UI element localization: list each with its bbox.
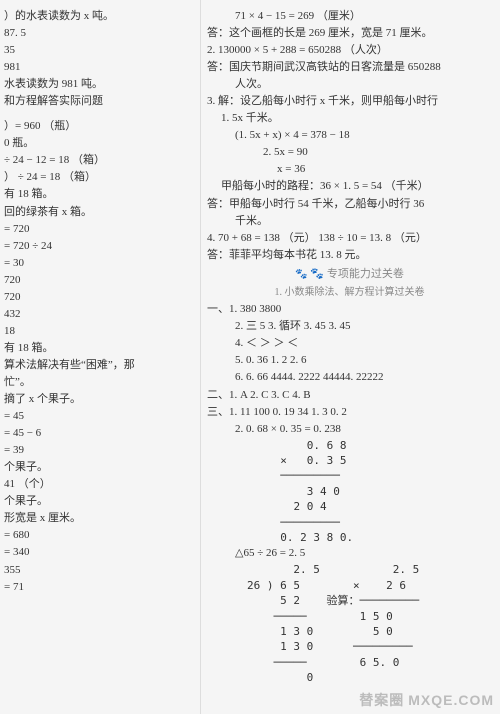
text-line: 4. ＜ ＞ ＞ ＜ [207,335,492,352]
text-line: 355 [4,562,194,579]
text-line: 2. 三 5 3. 循环 3. 45 3. 45 [207,318,492,335]
text-line: = 45 [4,408,194,425]
text-line: 0 瓶。 [4,135,194,152]
text-line: = 30 [4,255,194,272]
watermark-cn: 替案圈 [359,690,404,710]
answer-line: 答：国庆节期间武汉高铁站的日客流量是 650288 [207,59,492,76]
text-line: 4. 70 + 68 = 138 （元） 138 ÷ 10 = 13. 8 （元… [207,230,492,247]
answer-line: 答：这个画框的长是 269 厘米，宽是 71 厘米。 [207,25,492,42]
text-line: 87. 5 [4,25,194,42]
text-line: 千米。 [207,213,492,230]
text-line: 一、1. 380 3800 [207,301,492,318]
text-line: 2. 130000 × 5 + 288 = 650288 （人次） [207,42,492,59]
page-root: ）的水表读数为 x 吨。 87. 5 35 981 水表读数为 981 吨。 和… [0,0,500,714]
spacer [4,110,194,118]
text-line: 3. 解：设乙船每小时行 x 千米，则甲船每小时行 [207,93,492,110]
text-line: 摘了 x 个果子。 [4,391,194,408]
text-line: = 71 [4,579,194,596]
calc-divide-verify: 2. 5 2. 5 26 ) 6 5 × 2 6 5 2 验算：────────… [207,562,492,685]
text-line: 432 [4,306,194,323]
calc-multiply: 0. 6 8 × 0. 3 5 ───────── 3 4 0 2 0 4 ──… [207,438,492,546]
section-title-text: 🐾 专项能力过关卷 [310,268,403,280]
right-column: 71 × 4 − 15 = 269 （厘米） 答：这个画框的长是 269 厘米，… [200,0,500,714]
text-line: ）的水表读数为 x 吨。 [4,8,194,25]
section-title: 🐾 🐾 专项能力过关卷 [207,266,492,284]
text-line: ÷ 24 − 12 = 18 （箱） [4,152,194,169]
text-line: 2. 5x = 90 [207,144,492,161]
text-line: 18 [4,323,194,340]
text-line: ） ÷ 24 = 18 （箱） [4,169,194,186]
text-line: 720 [4,289,194,306]
text-line: 人次。 [207,76,492,93]
text-line: 6. 6. 66 4444. 2222 44444. 22222 [207,369,492,386]
text-line: 71 × 4 − 15 = 269 （厘米） [207,8,492,25]
section-subtitle: 1. 小数乘除法、解方程计算过关卷 [207,285,492,301]
text-line: = 720 [4,221,194,238]
text-line: 981 [4,59,194,76]
text-line: 720 [4,272,194,289]
answer-line: 答：甲船每小时行 54 千米，乙船每小时行 36 [207,196,492,213]
text-line: 个果子。 [4,493,194,510]
text-line: = 45 − 6 [4,425,194,442]
text-line: x = 36 [207,161,492,178]
answer-line: 答：菲菲平均每本书花 13. 8 元。 [207,247,492,264]
text-line: 二、1. A 2. C 3. C 4. B [207,387,492,404]
text-line: 水表读数为 981 吨。 [4,76,194,93]
watermark: 替案圈 MXQE.COM [359,690,494,710]
text-line: = 720 ÷ 24 [4,238,194,255]
text-line: 有 18 箱。 [4,186,194,203]
text-line: 和方程解答实际问题 [4,93,194,110]
text-line: (1. 5x + x) × 4 = 378 − 18 [207,127,492,144]
text-line: ）= 960 （瓶） [4,118,194,135]
text-line: 个果子。 [4,459,194,476]
text-line: 形宽是 x 厘米。 [4,510,194,527]
text-line: 算术法解决有些“困难”，那 [4,357,194,374]
text-line: = 680 [4,527,194,544]
text-line: 35 [4,42,194,59]
text-line: 有 18 箱。 [4,340,194,357]
text-line: 回的绿茶有 x 箱。 [4,204,194,221]
text-line: 三、1. 11 100 0. 19 34 1. 3 0. 2 [207,404,492,421]
text-line: 甲船每小时的路程：36 × 1. 5 = 54 （千米） [207,178,492,195]
text-line: 忙”。 [4,374,194,391]
text-line: 5. 0. 36 1. 2 2. 6 [207,352,492,369]
paw-icon: 🐾 [295,269,307,280]
left-column: ）的水表读数为 x 吨。 87. 5 35 981 水表读数为 981 吨。 和… [0,0,200,714]
text-line: 2. 0. 68 × 0. 35 = 0. 238 [207,421,492,438]
text-line: 41 （个） [4,476,194,493]
text-line: = 39 [4,442,194,459]
watermark-en: MXQE.COM [408,692,494,708]
text-line: = 340 [4,544,194,561]
text-line: 1. 5x 千米。 [207,110,492,127]
text-line: △65 ÷ 26 = 2. 5 [207,545,492,562]
